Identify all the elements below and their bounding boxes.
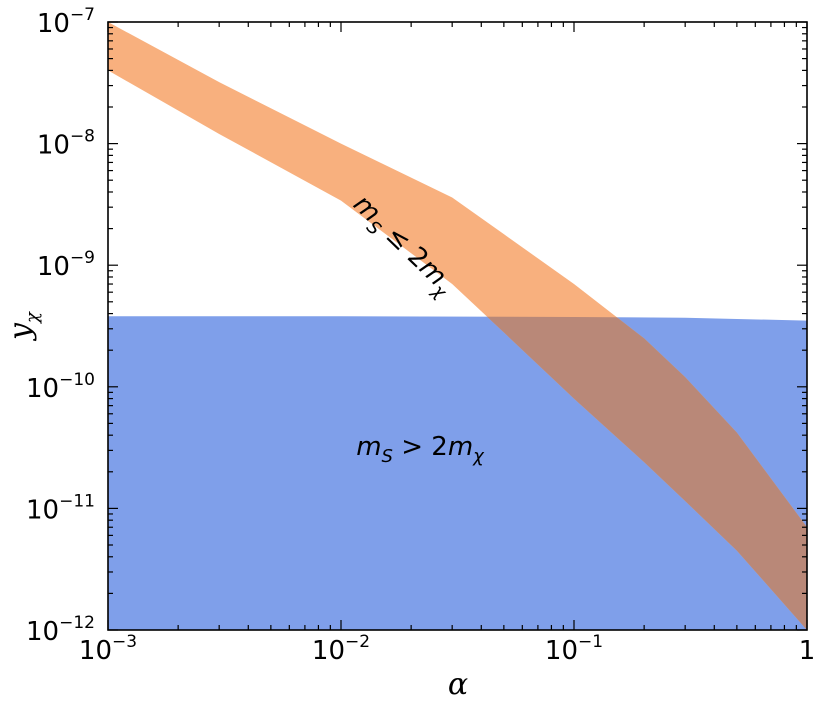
y-axis-title: yχ bbox=[3, 311, 43, 342]
y-tick-label: 10−8 bbox=[37, 127, 95, 161]
x-tick-label: 10−2 bbox=[312, 632, 370, 666]
x-tick-label: 10−1 bbox=[545, 632, 603, 666]
y-tick-label: 10−10 bbox=[26, 370, 95, 404]
y-tick-label: 10−9 bbox=[37, 248, 95, 282]
annotation-ms-gt-2mchi: mS > 2mχ bbox=[356, 432, 485, 467]
region-ms-le-2mchi bbox=[108, 22, 807, 630]
x-tick-label: 10−3 bbox=[79, 632, 137, 666]
y-tick-label: 10−11 bbox=[26, 491, 95, 525]
x-tick-label: 1 bbox=[799, 636, 816, 666]
y-tick-label: 10−7 bbox=[37, 5, 95, 39]
x-axis-title: α bbox=[448, 667, 468, 702]
y-tick-label: 10−12 bbox=[26, 613, 95, 647]
plot-frame bbox=[107, 21, 808, 631]
